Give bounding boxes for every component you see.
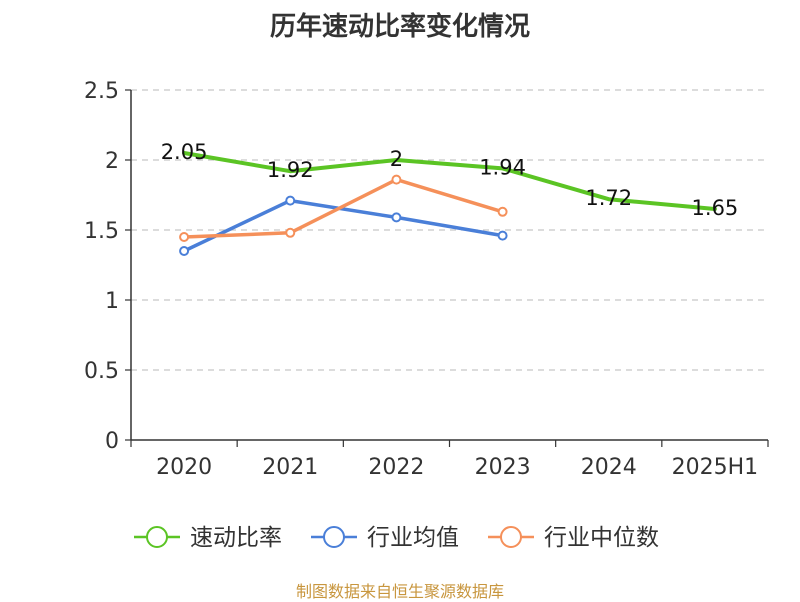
data-point <box>391 174 402 185</box>
x-tick-label: 2024 <box>581 455 637 480</box>
data-labels: 2.05 1.92 2 1.94 1.72 1.65 <box>161 140 739 220</box>
x-tick-label: 2021 <box>262 455 318 480</box>
x-tick-label: 2025H1 <box>672 455 759 480</box>
y-tick-label: 1.5 <box>84 219 119 244</box>
data-label: 1.72 <box>585 186 632 210</box>
data-label: 1.65 <box>692 196 739 220</box>
axes: 0 0.5 1 1.5 2 2.5 2020 2021 2022 2023 2024 2025H1 <box>84 79 769 480</box>
y-tick-label: 2.5 <box>84 79 119 104</box>
y-tick-label: 0.5 <box>84 359 119 384</box>
data-label: 1.94 <box>479 155 526 179</box>
legend-item-3: 行业中位数 <box>488 525 659 551</box>
data-label: 2 <box>390 147 403 171</box>
y-tick-label: 1 <box>105 289 119 314</box>
data-label: 1.92 <box>267 158 314 182</box>
series-lines <box>179 151 717 256</box>
y-tick-label: 2 <box>105 149 119 174</box>
gridlines <box>131 89 768 371</box>
data-point <box>391 212 402 223</box>
legend-swatch-marker <box>323 526 345 548</box>
x-tick-label: 2020 <box>156 455 212 480</box>
legend: 速动比率 行业均值 行业中位数 <box>134 525 659 551</box>
legend-label: 速动比率 <box>190 525 282 551</box>
data-point <box>497 206 508 217</box>
data-point <box>285 227 296 238</box>
data-source-note: 制图数据来自恒生聚源数据库 <box>295 582 504 601</box>
data-point <box>179 246 190 256</box>
chart-title: 历年速动比率变化情况 <box>269 12 530 42</box>
series-line-3 <box>182 177 505 239</box>
y-tick-label: 0 <box>105 429 119 454</box>
legend-label: 行业中位数 <box>544 525 659 551</box>
legend-label: 行业均值 <box>367 525 459 551</box>
legend-swatch-marker <box>146 526 168 548</box>
x-tick-label: 2022 <box>368 455 424 480</box>
legend-swatch-marker <box>500 526 522 548</box>
legend-item-2: 行业均值 <box>311 525 459 551</box>
data-point <box>497 230 508 241</box>
legend-item-1: 速动比率 <box>134 525 282 551</box>
series-line-1 <box>182 151 717 211</box>
data-label: 2.05 <box>161 140 208 164</box>
data-point <box>179 232 190 242</box>
x-tick-label: 2023 <box>475 455 531 480</box>
data-point <box>285 195 296 206</box>
series-line-2 <box>182 198 505 253</box>
